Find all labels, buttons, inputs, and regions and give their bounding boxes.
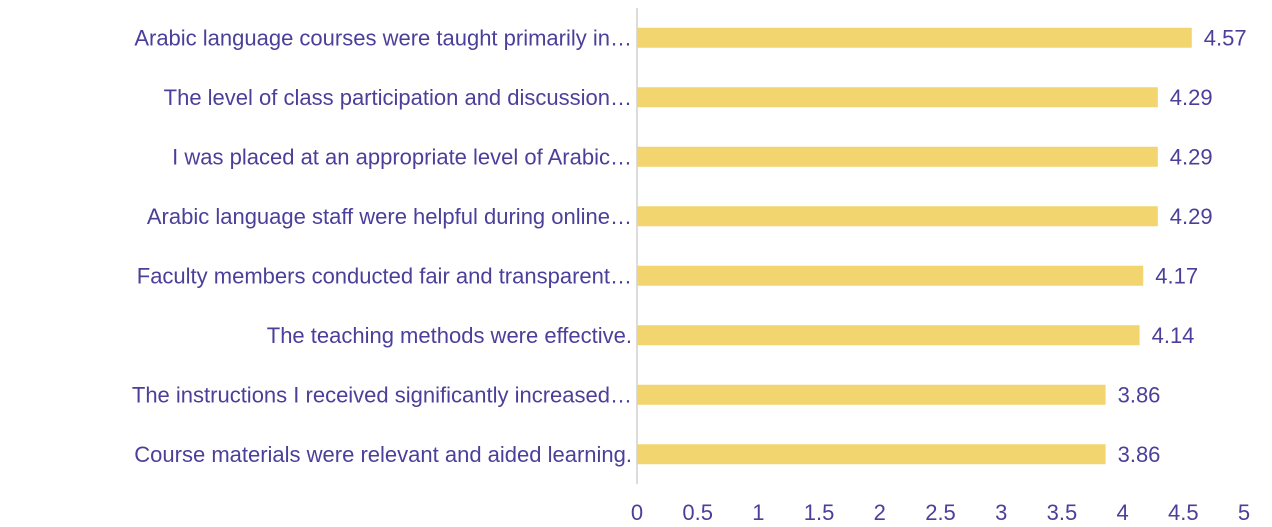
value-label: 4.29 (1170, 85, 1213, 110)
x-tick-label: 4.5 (1168, 500, 1199, 525)
value-label: 4.17 (1155, 264, 1198, 289)
value-label: 4.29 (1170, 204, 1213, 229)
value-label: 3.86 (1118, 383, 1161, 408)
x-tick-label: 3.5 (1047, 500, 1078, 525)
y-tick-label: Course materials were relevant and aided… (134, 442, 632, 467)
x-tick-label: 4 (1116, 500, 1128, 525)
bar (637, 384, 1106, 405)
bar (637, 146, 1158, 167)
y-tick-label: The instructions I received significantl… (132, 383, 632, 408)
x-tick-label: 2.5 (925, 500, 956, 525)
x-tick-label: 2 (874, 500, 886, 525)
bar (637, 27, 1192, 48)
y-tick-label: The teaching methods were effective. (267, 323, 632, 348)
value-label: 4.29 (1170, 145, 1213, 170)
bar (637, 87, 1158, 108)
value-label: 4.57 (1204, 26, 1247, 51)
bar (637, 206, 1158, 227)
x-tick-label: 3 (995, 500, 1007, 525)
value-label: 3.86 (1118, 442, 1161, 467)
x-tick-label: 0 (631, 500, 643, 525)
bar (637, 444, 1106, 465)
y-tick-label: The level of class participation and dis… (164, 85, 632, 110)
y-tick-label: I was placed at an appropriate level of … (172, 145, 632, 170)
value-label: 4.14 (1152, 323, 1195, 348)
y-tick-label: Arabic language courses were taught prim… (134, 26, 632, 51)
y-tick-label: Faculty members conducted fair and trans… (137, 264, 632, 289)
bar (637, 265, 1144, 286)
bar (637, 325, 1140, 346)
x-tick-label: 5 (1238, 500, 1250, 525)
x-tick-label: 0.5 (682, 500, 713, 525)
x-tick-label: 1 (752, 500, 764, 525)
x-tick-label: 1.5 (804, 500, 835, 525)
y-tick-label: Arabic language staff were helpful durin… (147, 204, 632, 229)
